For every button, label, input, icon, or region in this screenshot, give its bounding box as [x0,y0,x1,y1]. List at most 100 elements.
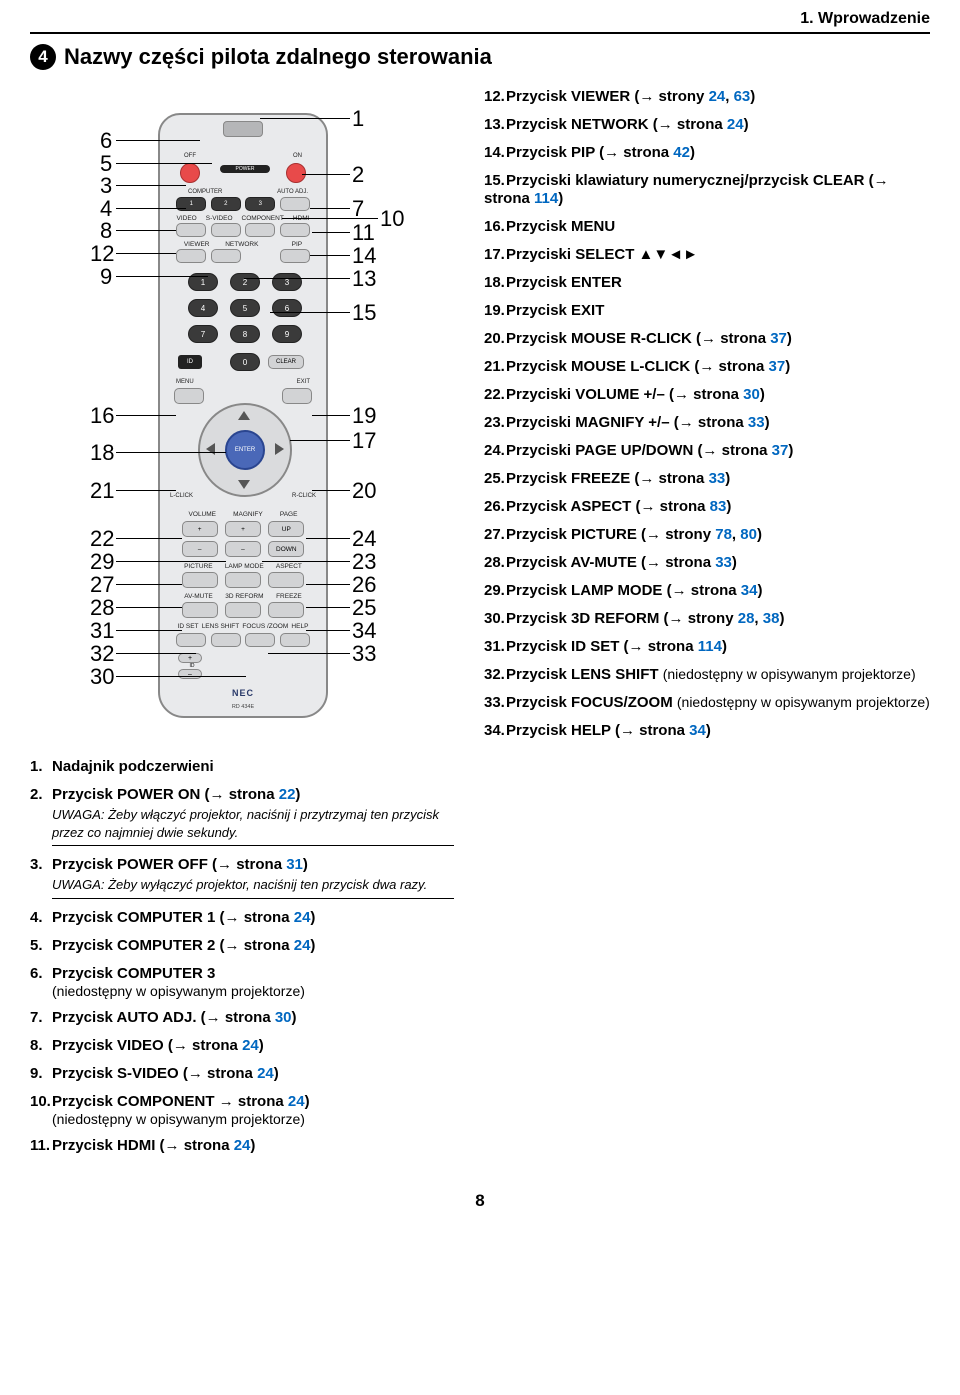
magnify-plus-button[interactable]: + [225,521,261,537]
list-item-title: Przycisk HELP (→ strona 34) [506,722,711,739]
page-link[interactable]: 63 [734,88,751,105]
num-3-button[interactable]: 3 [272,273,302,291]
page-link[interactable]: 33 [748,414,765,431]
list-item-title: Przycisk AUTO ADJ. (→ strona 30) [52,1009,297,1026]
list-item-number: 15. [484,172,506,189]
pip-button[interactable] [280,249,310,263]
page-link[interactable]: 33 [709,470,726,487]
page-link[interactable]: 34 [689,722,706,739]
list-item-number: 28. [484,554,506,571]
num-5-button[interactable]: 5 [230,299,260,317]
select-down-icon [238,480,250,489]
page-link[interactable]: 37 [772,442,789,459]
id-minus-button[interactable]: – [178,669,202,679]
aspect-button[interactable] [268,572,304,588]
page-link[interactable]: 80 [740,526,757,543]
list-item: 5.Przycisk COMPUTER 2 (→ strona 24) [30,937,460,955]
callout-9: 9 [100,264,112,290]
volume-plus-button[interactable]: + [182,521,218,537]
num-4-button[interactable]: 4 [188,299,218,317]
computer2-button[interactable]: 2 [211,197,241,211]
page-link[interactable]: 114 [698,638,722,655]
page-link[interactable]: 22 [279,786,296,803]
computer3-button[interactable]: 3 [245,197,275,211]
page-link[interactable]: 38 [763,610,780,627]
list-item-title: Przycisk ID SET (→ strona 114) [506,638,727,655]
num-2-button[interactable]: 2 [230,273,260,291]
right-list: 12.Przycisk VIEWER (→ strony 24, 63)13.P… [484,88,930,740]
num-8-button[interactable]: 8 [230,325,260,343]
hdmi-button[interactable] [280,223,310,237]
page-link[interactable]: 24 [709,88,726,105]
reform-button[interactable] [225,602,261,618]
video-button[interactable] [176,223,206,237]
callout-15: 15 [352,300,376,326]
page-link[interactable]: 34 [741,582,758,599]
list-item: 4.Przycisk COMPUTER 1 (→ strona 24) [30,909,460,927]
callout-20: 20 [352,478,376,504]
autoadj-button[interactable] [280,197,310,211]
page-link[interactable]: 37 [770,330,787,347]
page-link[interactable]: 24 [294,937,311,954]
lensshift-button[interactable] [211,633,241,647]
component-button[interactable] [245,223,275,237]
network-button[interactable] [211,249,241,263]
page-down-button[interactable]: DOWN [268,541,304,557]
magnify-minus-button[interactable]: – [225,541,261,557]
list-item-number: 33. [484,694,506,711]
brand-logo: NEC [160,688,326,698]
page-link[interactable]: 24 [234,1137,251,1154]
page-link[interactable]: 24 [294,909,311,926]
page-link[interactable]: 30 [275,1009,292,1026]
volume-minus-button[interactable]: – [182,541,218,557]
focuszoom-button[interactable] [245,633,275,647]
clear-button[interactable]: CLEAR [268,355,304,369]
avmute-button[interactable] [182,602,218,618]
power-off-button[interactable] [180,163,200,183]
list-item: 15.Przyciski klawiatury numerycznej/przy… [484,172,930,208]
list-item-title: Przycisk POWER ON (→ strona 22) [52,786,300,803]
num-7-button[interactable]: 7 [188,325,218,343]
callout-17: 17 [352,428,376,454]
list-item: 25.Przycisk FREEZE (→ strona 33) [484,470,930,488]
page-link[interactable]: 24 [727,116,744,133]
list-item: 2.Przycisk POWER ON (→ strona 22)UWAGA: … [30,786,460,846]
list-item: 17.Przyciski SELECT ▲▼◄► [484,246,930,264]
list-item-number: 3. [30,856,52,873]
list-item: 8.Przycisk VIDEO (→ strona 24) [30,1037,460,1055]
lclick-label: L-CLICK [170,493,193,499]
page-link[interactable]: 83 [710,498,727,515]
power-on-button[interactable] [286,163,306,183]
list-item-note: UWAGA: Żeby włączyć projektor, naciśnij … [52,806,454,846]
page-up-button[interactable]: UP [268,521,304,537]
page-link[interactable]: 42 [673,144,690,161]
num-6-button[interactable]: 6 [272,299,302,317]
enter-button[interactable]: ENTER [225,430,265,470]
page-link[interactable]: 30 [743,386,760,403]
page-link[interactable]: 114 [534,190,558,207]
list-item-number: 17. [484,246,506,263]
idset-button[interactable] [176,633,206,647]
focuszoom-label: FOCUS /ZOOM [242,623,288,630]
num-0-button[interactable]: 0 [230,353,260,371]
num-9-button[interactable]: 9 [272,325,302,343]
page-link[interactable]: 78 [715,526,732,543]
lampmode-button[interactable] [225,572,261,588]
viewer-button[interactable] [176,249,206,263]
page-link[interactable]: 28 [738,610,755,627]
list-item-number: 29. [484,582,506,599]
picture-button[interactable] [182,572,218,588]
list-item-sub: (niedostępny w opisywanym projektorze) [52,1111,460,1127]
list-item-number: 12. [484,88,506,105]
page-link[interactable]: 24 [242,1037,259,1054]
id-plus-button[interactable]: + [178,653,202,663]
freeze-button[interactable] [268,602,304,618]
list-item: 23.Przyciski MAGNIFY +/– (→ strona 33) [484,414,930,432]
page-link[interactable]: 24 [288,1093,305,1110]
page-link[interactable]: 37 [769,358,786,375]
svideo-button[interactable] [211,223,241,237]
page-link[interactable]: 24 [257,1065,274,1082]
page-link[interactable]: 31 [286,856,303,873]
help-button[interactable] [280,633,310,647]
page-link[interactable]: 33 [715,554,732,571]
